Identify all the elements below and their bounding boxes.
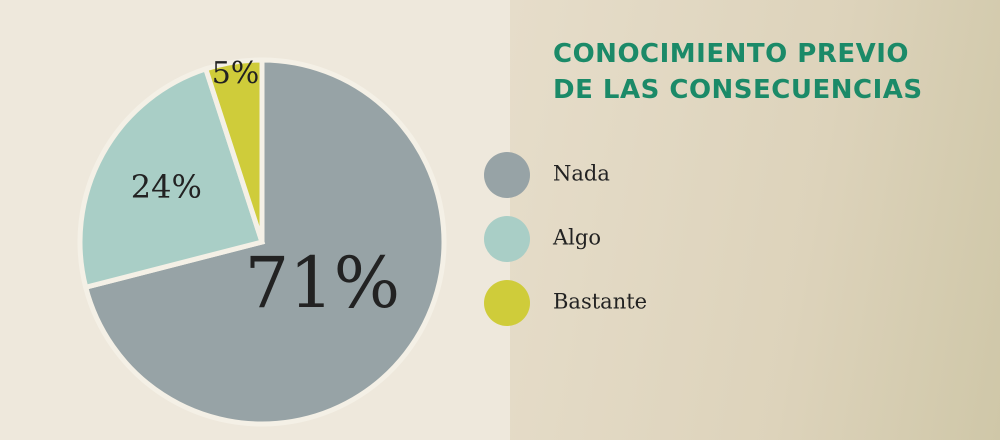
page: CONOCIMIENTO PREVIO DE LAS CONSECUENCIAS… [0, 0, 1000, 440]
legend-label: Algo [552, 226, 601, 250]
slice-label: 71% [245, 242, 401, 324]
legend-swatch [484, 152, 530, 198]
legend-label: Nada [553, 162, 610, 186]
legend-label: Bastante [553, 290, 647, 314]
legend-swatch [484, 280, 530, 326]
slice-label: 5% [212, 56, 260, 91]
slice-label: 24% [131, 168, 202, 206]
legend-swatch [484, 216, 530, 262]
chart: 71% 24% 5% Nada Algo Bastante [0, 0, 1000, 440]
